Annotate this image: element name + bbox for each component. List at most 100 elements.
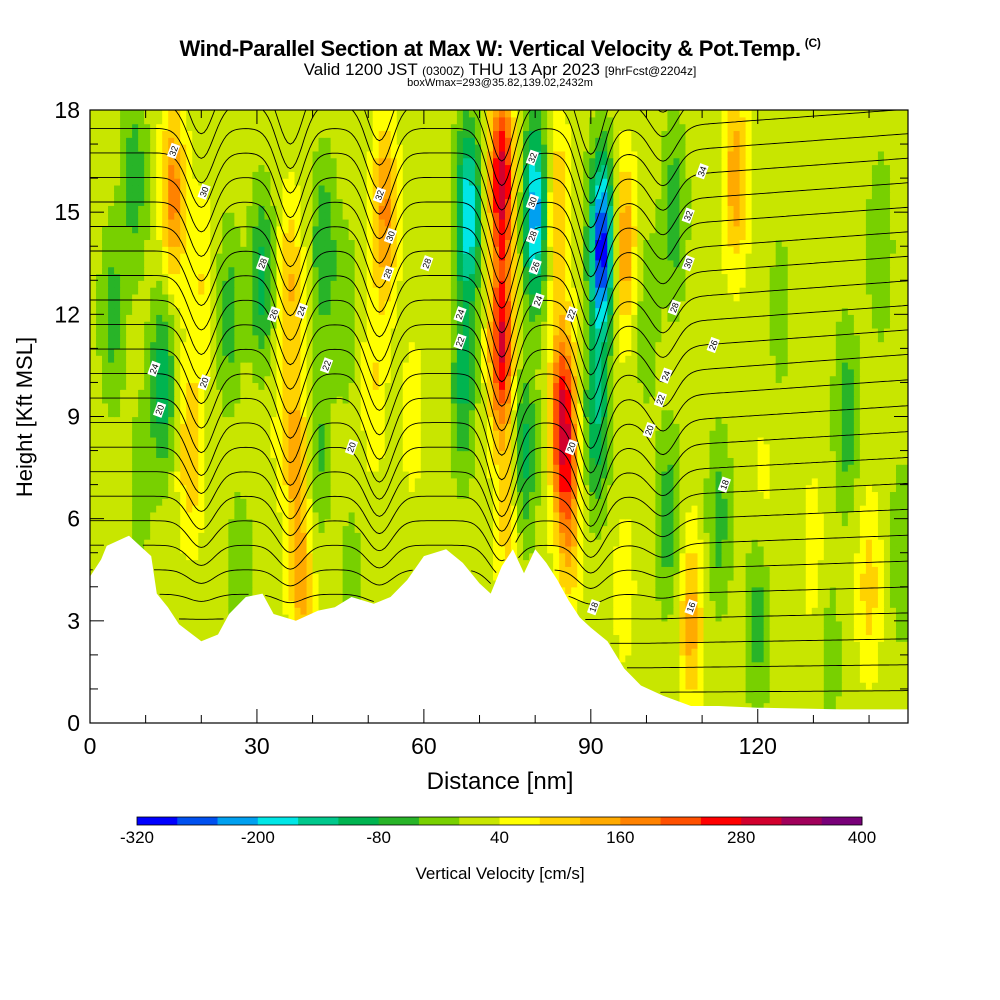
- velocity-cell: [811, 511, 819, 520]
- velocity-cell: [787, 545, 795, 554]
- velocity-cell: [631, 525, 638, 533]
- velocity-cell: [330, 518, 338, 527]
- velocity-cell: [240, 525, 247, 533]
- velocity-cell: [432, 477, 440, 486]
- velocity-cell: [859, 573, 867, 581]
- velocity-cell: [643, 634, 650, 642]
- velocity-cell: [486, 518, 494, 527]
- velocity-cell: [637, 600, 644, 608]
- velocity-cell: [486, 532, 494, 540]
- velocity-cell: [378, 539, 386, 547]
- velocity-cell: [865, 668, 873, 676]
- velocity-cell: [871, 491, 879, 499]
- velocity-cell: [691, 552, 699, 561]
- velocity-cell: [799, 627, 807, 636]
- velocity-cell: [342, 491, 350, 499]
- velocity-cell: [685, 559, 693, 567]
- velocity-cell: [871, 579, 879, 588]
- velocity-cell: [799, 586, 807, 595]
- velocity-cell: [583, 511, 590, 520]
- velocity-cell: [360, 477, 368, 486]
- velocity-cell: [366, 511, 374, 520]
- velocity-cell: [535, 525, 542, 533]
- velocity-cell: [853, 505, 861, 513]
- velocity-cell: [547, 552, 554, 561]
- velocity-cell: [637, 470, 644, 479]
- velocity-cell: [198, 477, 205, 486]
- velocity-cell: [396, 552, 404, 561]
- velocity-cell: [480, 559, 488, 567]
- velocity-cell: [583, 532, 590, 540]
- velocity-cell: [799, 566, 807, 574]
- velocity-cell: [661, 586, 669, 595]
- velocity-cell: [661, 627, 669, 636]
- velocity-cell: [781, 477, 789, 486]
- velocity-cell: [156, 505, 163, 513]
- velocity-cell: [324, 545, 332, 554]
- velocity-cell: [486, 559, 494, 567]
- velocity-cell: [781, 545, 789, 554]
- velocity-cell: [859, 607, 867, 615]
- velocity-cell: [96, 470, 103, 479]
- velocity-cell: [595, 525, 602, 533]
- velocity-cell: [883, 682, 891, 690]
- velocity-cell: [517, 525, 524, 533]
- velocity-cell: [228, 532, 235, 540]
- velocity-cell: [432, 525, 440, 533]
- velocity-cell: [396, 470, 404, 479]
- velocity-cell: [841, 620, 849, 629]
- velocity-cell: [793, 702, 801, 710]
- velocity-cell: [486, 545, 494, 554]
- velocity-cell: [468, 545, 476, 554]
- velocity-cell: [480, 566, 488, 574]
- velocity-cell: [468, 484, 476, 493]
- velocity-cell: [402, 545, 410, 554]
- velocity-cell: [811, 559, 819, 567]
- velocity-cell: [342, 484, 350, 493]
- velocity-cell: [312, 477, 320, 486]
- velocity-cell: [775, 505, 783, 513]
- velocity-cell: [679, 620, 687, 629]
- velocity-cell: [691, 682, 699, 690]
- velocity-cell: [697, 586, 705, 595]
- velocity-cell: [739, 477, 747, 486]
- velocity-cell: [523, 477, 530, 486]
- velocity-cell: [613, 579, 620, 588]
- velocity-cell: [901, 477, 908, 486]
- velocity-cell: [715, 668, 723, 676]
- velocity-cell: [745, 675, 753, 683]
- velocity-cell: [186, 620, 193, 629]
- velocity-cell: [883, 654, 891, 663]
- velocity-cell: [841, 539, 849, 547]
- velocity-cell: [721, 661, 729, 670]
- velocity-cell: [649, 539, 656, 547]
- velocity-cell: [721, 688, 729, 697]
- velocity-cell: [474, 484, 482, 493]
- velocity-cell: [835, 675, 843, 683]
- velocity-cell: [390, 586, 398, 595]
- velocity-cell: [817, 682, 825, 690]
- velocity-cell: [877, 539, 885, 547]
- velocity-cell: [847, 477, 855, 486]
- velocity-cell: [535, 477, 542, 486]
- velocity-cell: [823, 668, 831, 676]
- velocity-cell: [697, 511, 705, 520]
- velocity-cell: [649, 545, 656, 554]
- velocity-cell: [324, 552, 332, 561]
- velocity-cell: [360, 491, 368, 499]
- velocity-cell: [775, 532, 783, 540]
- velocity-cell: [396, 545, 404, 554]
- velocity-cell: [577, 545, 584, 554]
- velocity-cell: [438, 539, 446, 547]
- velocity-cell: [607, 573, 614, 581]
- velocity-cell: [685, 525, 693, 533]
- velocity-cell: [877, 525, 885, 533]
- velocity-cell: [715, 607, 723, 615]
- velocity-cell: [649, 668, 656, 676]
- velocity-cell: [240, 498, 247, 506]
- velocity-cell: [132, 525, 139, 533]
- velocity-cell: [811, 532, 819, 540]
- velocity-cell: [643, 654, 650, 663]
- velocity-cell: [420, 470, 428, 479]
- velocity-cell: [607, 641, 614, 649]
